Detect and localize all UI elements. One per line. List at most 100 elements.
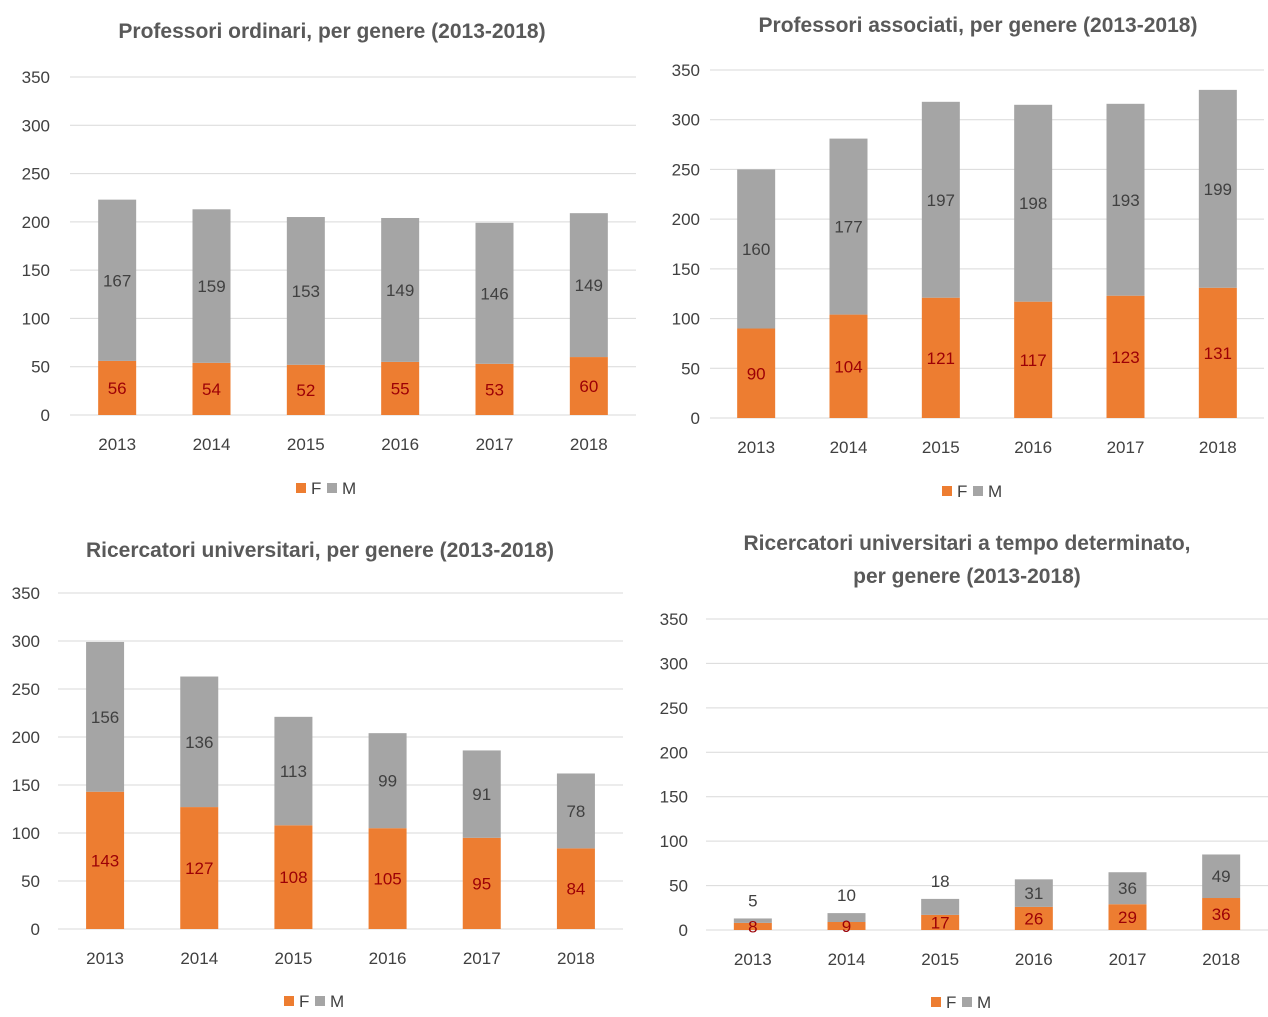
data-label-m: 156 [91, 708, 119, 727]
bar-m [180, 676, 219, 808]
y-tick-label: 100 [660, 832, 688, 851]
x-tick-label: 2017 [1107, 438, 1145, 457]
data-label-f: 9 [842, 917, 851, 936]
x-tick-label: 2014 [828, 950, 866, 969]
y-tick-label: 350 [660, 610, 688, 629]
bar-m [192, 209, 231, 363]
data-label-f: 90 [747, 364, 766, 383]
bar-m [1202, 854, 1241, 899]
bar-m [1014, 104, 1053, 302]
chart-title: Ricercatori universitari, per genere (20… [86, 539, 554, 562]
bar-f [98, 360, 137, 415]
legend-label-f: F [299, 992, 309, 1011]
data-label-m: 10 [837, 886, 856, 905]
data-label-f: 143 [91, 851, 119, 870]
data-label-m: 113 [280, 762, 307, 781]
data-label-f: 29 [1118, 908, 1137, 927]
x-tick-label: 2018 [1199, 438, 1237, 457]
chart-svg: Professori ordinari, per genere (2013-20… [22, 20, 636, 498]
y-tick-label: 0 [679, 921, 688, 940]
data-label-m: 91 [472, 785, 491, 804]
legend-label-f: F [311, 479, 321, 498]
y-tick-label: 100 [672, 310, 700, 329]
y-tick-label: 150 [12, 776, 40, 795]
bar-f [1108, 904, 1147, 930]
bar-f [475, 363, 514, 415]
y-tick-label: 350 [12, 584, 40, 603]
data-label-m: 78 [566, 802, 585, 821]
bar-f [86, 791, 125, 929]
data-label-f: 121 [927, 349, 955, 368]
bar-f [737, 328, 776, 418]
bar-m [1014, 879, 1053, 907]
bar-m [86, 641, 125, 792]
y-tick-label: 150 [672, 260, 700, 279]
legend-swatch-f [284, 996, 294, 1006]
data-label-f: 8 [748, 917, 757, 936]
data-label-f: 36 [1212, 905, 1231, 924]
data-label-m: 31 [1024, 884, 1043, 903]
legend-label-m: M [330, 992, 344, 1011]
x-tick-label: 2014 [180, 949, 218, 968]
legend-label-m: M [988, 482, 1002, 501]
y-tick-label: 300 [672, 111, 700, 130]
bar-m [368, 733, 407, 829]
bar-f [733, 922, 772, 930]
bar-f [1106, 295, 1145, 418]
data-label-f: 53 [485, 380, 504, 399]
bar-m [1198, 89, 1237, 288]
x-tick-label: 2018 [570, 435, 608, 454]
x-tick-label: 2017 [1109, 950, 1147, 969]
y-tick-label: 350 [672, 61, 700, 80]
legend-swatch-f [942, 486, 952, 496]
data-label-m: 153 [292, 282, 320, 301]
y-tick-label: 350 [22, 68, 50, 87]
y-tick-label: 250 [12, 680, 40, 699]
bar-m [921, 101, 960, 298]
data-label-f: 108 [279, 868, 307, 887]
data-label-f: 52 [296, 381, 315, 400]
bar-m [381, 217, 420, 362]
data-label-f: 84 [566, 880, 585, 899]
chart-title: Professori associati, per genere (2013-2… [759, 14, 1198, 37]
data-label-m: 36 [1118, 879, 1137, 898]
data-label-f: 127 [185, 859, 213, 878]
legend-swatch-m [327, 483, 337, 493]
data-label-m: 197 [927, 191, 955, 210]
bar-m [556, 773, 595, 849]
x-tick-label: 2018 [557, 949, 595, 968]
data-label-f: 117 [1020, 351, 1047, 370]
y-tick-label: 0 [31, 920, 40, 939]
data-label-m: 18 [931, 872, 950, 891]
legend-label-f: F [946, 993, 956, 1012]
chart-ricercatori-tempo-determinato: Ricercatori universitari a tempo determi… [640, 510, 1268, 1017]
legend-swatch-m [315, 996, 325, 1006]
chart-title: Professori ordinari, per genere (2013-20… [118, 20, 545, 43]
data-label-m: 5 [748, 891, 757, 910]
bar-f [192, 362, 231, 415]
bar-f [569, 357, 608, 415]
y-tick-label: 50 [21, 872, 40, 891]
legend-label-f: F [957, 482, 967, 501]
y-tick-label: 200 [672, 210, 700, 229]
bar-m [98, 199, 137, 361]
legend-label-m: M [342, 479, 356, 498]
bar-m [733, 918, 772, 923]
y-tick-label: 50 [31, 358, 50, 377]
bar-f [286, 364, 325, 415]
bar-m [569, 213, 608, 358]
bar-f [381, 361, 420, 415]
y-tick-label: 300 [12, 632, 40, 651]
bar-m [1106, 103, 1145, 296]
data-label-m: 49 [1212, 867, 1231, 886]
legend-swatch-f [931, 997, 941, 1007]
x-tick-label: 2016 [1015, 950, 1053, 969]
y-tick-label: 0 [41, 406, 50, 425]
legend-label-m: M [977, 993, 991, 1012]
data-label-f: 123 [1111, 348, 1139, 367]
x-tick-label: 2013 [98, 435, 136, 454]
x-tick-label: 2015 [922, 438, 960, 457]
y-tick-label: 100 [22, 309, 50, 328]
data-label-m: 167 [103, 271, 131, 290]
data-label-f: 131 [1204, 344, 1232, 363]
